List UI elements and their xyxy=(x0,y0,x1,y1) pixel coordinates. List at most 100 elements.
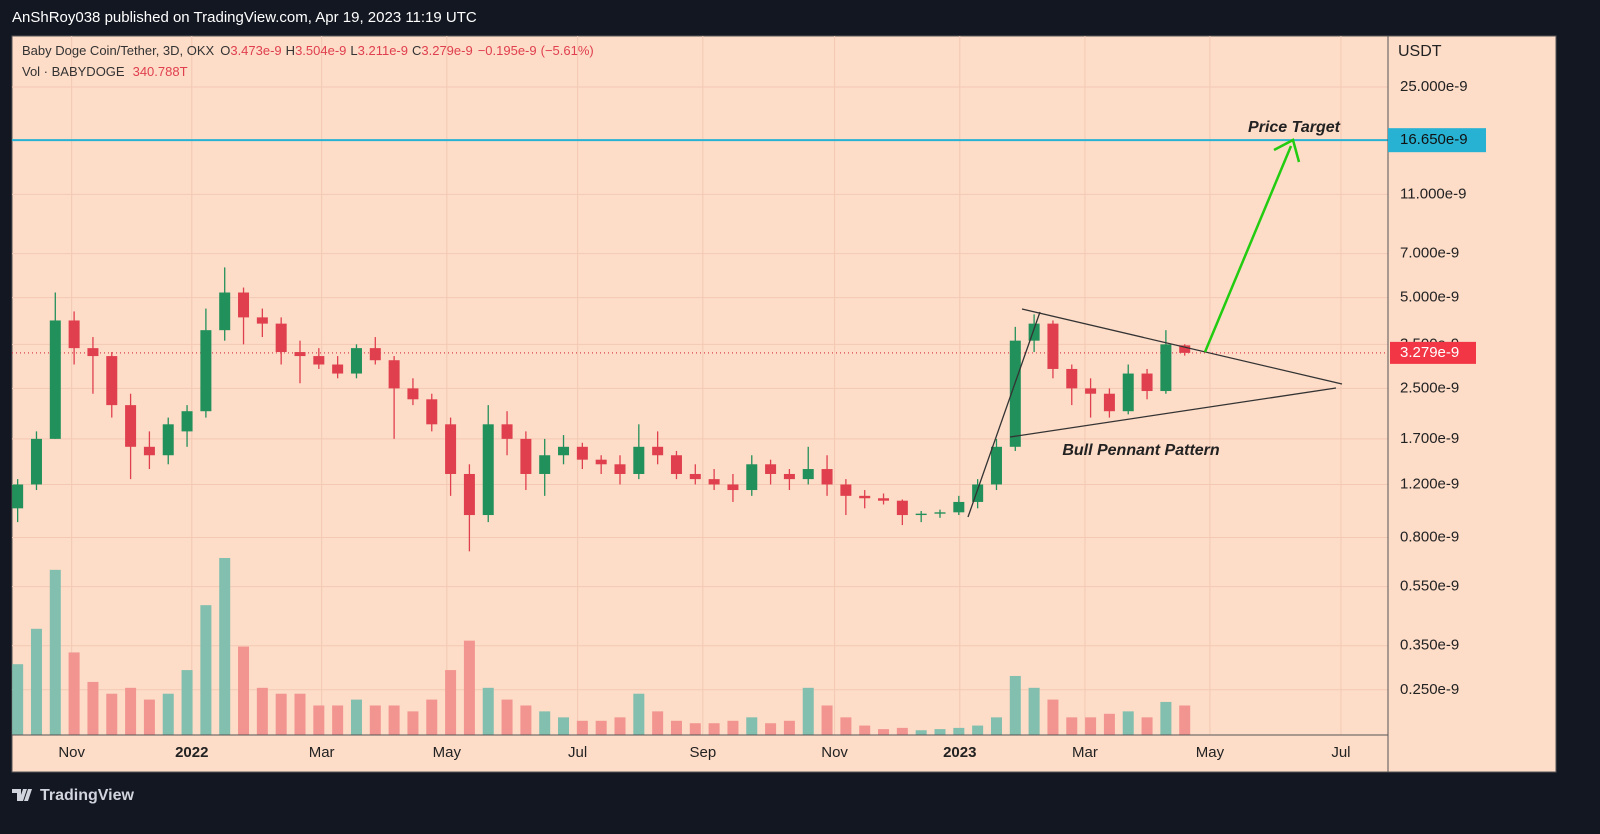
candle-body xyxy=(1066,368,1078,389)
candle-body xyxy=(708,479,720,485)
x-tick-label: Nov xyxy=(58,744,85,761)
candle-body xyxy=(275,323,287,353)
candle-body xyxy=(953,501,965,513)
candle-body xyxy=(143,446,155,456)
volume-bar xyxy=(350,699,362,735)
volume-bar xyxy=(915,730,927,735)
candle-body xyxy=(840,484,852,496)
axis-labels: 25.000e-911.000e-97.000e-95.000e-93.500e… xyxy=(58,78,1486,761)
volume-bar xyxy=(708,723,720,735)
x-tick-label: 2022 xyxy=(175,744,208,761)
volume-bar xyxy=(896,727,908,735)
candle-body xyxy=(125,405,137,447)
candle-body xyxy=(350,348,362,374)
volume-bar xyxy=(670,720,682,735)
y-tick-label: 5.000e-9 xyxy=(1400,289,1459,306)
volume-bar xyxy=(256,687,268,735)
y-tick-label: 2.500e-9 xyxy=(1400,379,1459,396)
candle-body xyxy=(878,498,890,501)
volume-bar xyxy=(482,687,494,735)
annotation: Bull Pennant Pattern xyxy=(1062,442,1220,459)
target-label: 16.650e-9 xyxy=(1400,131,1468,148)
volume-bar xyxy=(1009,675,1021,735)
logo-mark xyxy=(12,789,32,801)
candle-body xyxy=(407,388,419,400)
volume-bar xyxy=(143,699,155,735)
y-tick-label: 1.700e-9 xyxy=(1400,430,1459,447)
y-tick-label: 0.800e-9 xyxy=(1400,529,1459,546)
target-box xyxy=(1388,128,1486,153)
volume-bar xyxy=(633,693,645,735)
y-tick-label: 25.000e-9 xyxy=(1400,78,1468,95)
candle-body xyxy=(219,292,231,331)
volume-bar xyxy=(294,693,306,735)
volume-bar xyxy=(388,705,400,735)
volume-bar xyxy=(12,664,24,735)
volume-bar xyxy=(313,705,325,735)
volume-bar xyxy=(1141,717,1153,735)
candle-body xyxy=(49,320,61,439)
volume-bar xyxy=(463,640,475,735)
y-tick-label: 0.550e-9 xyxy=(1400,578,1459,595)
candle-body xyxy=(558,446,570,456)
volume-bar xyxy=(746,717,758,735)
volume-value: 340.788T xyxy=(133,64,188,79)
volume-bar xyxy=(407,711,419,735)
candle-body xyxy=(200,330,212,412)
last-price-box xyxy=(1390,341,1476,364)
volume-bar xyxy=(520,705,532,735)
volume-legend: Vol · BABYDOGE 340.788T xyxy=(22,64,188,79)
candle-body xyxy=(576,446,588,460)
y-tick-label: 0.250e-9 xyxy=(1400,681,1459,698)
candle-body xyxy=(30,438,42,485)
pennant-lower xyxy=(1009,387,1337,438)
volume-bar xyxy=(200,605,212,735)
candle-layer xyxy=(12,267,1191,552)
flagpole xyxy=(967,311,1041,518)
volume-bar xyxy=(727,720,739,735)
x-tick-label: May xyxy=(1196,744,1225,761)
volume-bar xyxy=(1028,687,1040,735)
candle-body xyxy=(746,464,758,491)
volume-bar xyxy=(1122,711,1134,735)
candle-body xyxy=(1103,393,1115,412)
candle-body xyxy=(501,424,513,439)
publish-line: AnShRoy038 published on TradingView.com,… xyxy=(12,9,477,26)
footer-logo xyxy=(12,789,32,801)
candle-body xyxy=(915,513,927,516)
candle-body xyxy=(802,469,814,480)
candle-body xyxy=(934,512,946,514)
candle-body xyxy=(332,364,344,374)
volume-title: Vol · BABYDOGE xyxy=(22,64,125,79)
volume-bar xyxy=(275,693,287,735)
volume-bar xyxy=(783,720,795,735)
candle-body xyxy=(595,459,607,465)
legend-key: H xyxy=(286,43,295,58)
legend-value: 3.504e-9 xyxy=(295,43,346,58)
volume-bar xyxy=(332,705,344,735)
annotation: Price Target xyxy=(1248,119,1341,136)
volume-bar xyxy=(181,670,193,735)
volume-bar xyxy=(972,725,984,735)
volume-bar xyxy=(859,725,871,735)
candle-body xyxy=(482,424,494,516)
volume-bar xyxy=(1085,717,1097,735)
volume-bar xyxy=(614,717,626,735)
x-tick-label: Nov xyxy=(821,744,848,761)
drawings xyxy=(967,138,1343,518)
y-tick-label: 0.350e-9 xyxy=(1400,637,1459,654)
candle-body xyxy=(1028,323,1040,341)
volume-bar xyxy=(125,687,137,735)
volume-bar xyxy=(1047,699,1059,735)
volume-bar xyxy=(595,720,607,735)
volume-bar xyxy=(689,723,701,735)
candle-body xyxy=(859,495,871,499)
grid xyxy=(12,36,1388,735)
candle-body xyxy=(670,455,682,474)
chart-legend: Baby Doge Coin/Tether, 3D, OKX O3.473e-9 H… xyxy=(22,43,594,58)
volume-bar xyxy=(501,699,513,735)
candle-body xyxy=(520,438,532,474)
candle-body xyxy=(1179,345,1191,353)
x-tick-label: Jul xyxy=(568,744,587,761)
